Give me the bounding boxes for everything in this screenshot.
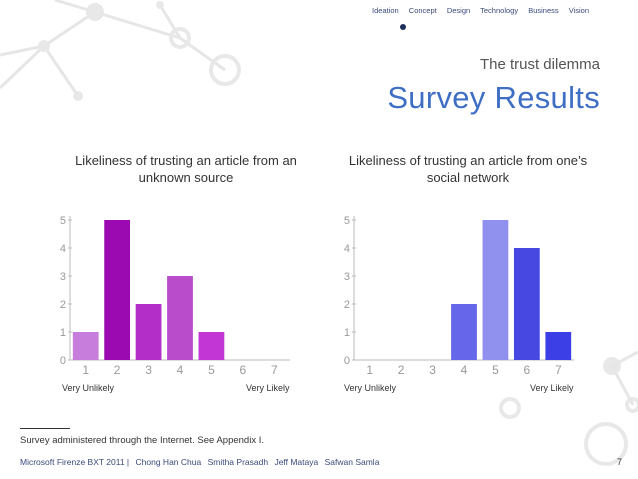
- chart-1-x-tick-label: 6: [240, 363, 247, 377]
- chart-1-title: Likeliness of trusting an article from a…: [75, 153, 297, 185]
- chart-1-bar-4: [167, 276, 193, 360]
- footer-author: Smitha Prasadh: [207, 457, 269, 467]
- active-section-indicator: [400, 24, 406, 30]
- chart-1-y-tick-label: 0: [60, 355, 66, 367]
- chart-1-x-tick-label: 4: [177, 363, 184, 377]
- chart-2-x-tick-label: 5: [492, 363, 499, 377]
- nav-item-concept[interactable]: Concept: [408, 6, 437, 15]
- chart-2-x-tick-label: 3: [429, 363, 436, 377]
- chart-2-y-tick-label: 3: [344, 271, 350, 283]
- chart-2-x-tick-label: 2: [398, 363, 405, 377]
- page-number: 7: [616, 457, 622, 467]
- chart-2-x-label-left: Very Unlikely: [344, 383, 397, 393]
- chart-2-y-tick-label: 5: [344, 215, 350, 227]
- footer-author: Chong Han Chua: [135, 457, 202, 467]
- chart-2-bar-7: [545, 332, 572, 360]
- footnote-rule: [20, 428, 70, 429]
- chart-1-x-tick-label: 2: [114, 363, 121, 377]
- footnote: Survey administered through the Internet…: [20, 435, 264, 446]
- chart-1-x-tick-label: 5: [208, 363, 215, 377]
- nav-item-vision[interactable]: Vision: [568, 6, 590, 15]
- top-navigation: Ideation Concept Design Technology Busin…: [372, 6, 597, 15]
- chart-1-y-tick-label: 1: [60, 327, 66, 339]
- nav-item-technology[interactable]: Technology: [480, 6, 519, 15]
- chart-1-bar-1: [72, 332, 99, 360]
- chart-1-bar-5: [198, 332, 225, 360]
- bar-chart-social-network: 0 1 2 3 4 5 1 2 3 4 5 6 7: [344, 215, 574, 377]
- chart-2-y-tick-label: 2: [344, 299, 350, 311]
- chart-2-y-tick-label: 0: [344, 355, 350, 367]
- bar-chart-unknown-source: 0 1 2 3 4 5 1 2 3 4 5 6 7: [60, 215, 290, 377]
- chart-2-title: Likeliness of trusting an article from o…: [348, 153, 588, 185]
- chart-1-y-tick-label: 5: [60, 215, 66, 227]
- chart-1-y-tick-label: 3: [60, 271, 66, 283]
- page-title: Survey Results: [387, 80, 600, 115]
- chart-1-y-tick-label: 2: [60, 299, 66, 311]
- chart-1-x-label-right: Very Likely: [246, 383, 290, 393]
- footer: Microsoft Firenze BXT 2011 | Chong Han C…: [20, 457, 383, 467]
- footer-event: Microsoft Firenze BXT 2011 |: [20, 457, 130, 467]
- footer-author: Safwan Samla: [324, 457, 380, 467]
- chart-2-y-tick-label: 4: [344, 243, 350, 255]
- chart-2-bar-6: [513, 248, 540, 360]
- chart-1-x-tick-label: 7: [271, 363, 278, 377]
- chart-2-x-tick-label: 6: [524, 363, 531, 377]
- chart-1-x-label-left: Very Unlikely: [62, 383, 115, 393]
- chart-2-bar-5: [482, 220, 509, 360]
- nav-item-business[interactable]: Business: [528, 6, 559, 15]
- chart-2-x-tick-label: 7: [555, 363, 562, 377]
- chart-2-x-label-right: Very Likely: [530, 383, 574, 393]
- chart-1-y-tick-label: 4: [60, 243, 66, 255]
- chart-1-x-tick-label: 1: [82, 363, 89, 377]
- chart-2-x-tick-label: 4: [461, 363, 468, 377]
- footer-author: Jeff Mataya: [274, 457, 319, 467]
- nav-item-ideation[interactable]: Ideation: [372, 6, 399, 15]
- chart-2-y-tick-label: 1: [344, 327, 350, 339]
- section-subtitle: The trust dilemma: [479, 56, 600, 73]
- nav-item-design[interactable]: Design: [446, 6, 471, 15]
- chart-2-x-tick-label: 1: [366, 363, 373, 377]
- chart-2-bar-4: [451, 304, 477, 360]
- chart-1-bar-3: [135, 304, 162, 360]
- chart-1-bar-2: [104, 220, 131, 360]
- chart-1-x-tick-label: 3: [145, 363, 152, 377]
